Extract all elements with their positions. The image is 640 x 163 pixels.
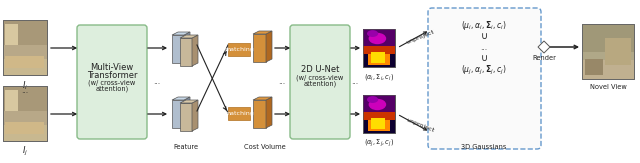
Bar [368, 114, 390, 131]
Polygon shape [172, 97, 190, 100]
Bar [368, 48, 390, 65]
Bar [582, 24, 634, 79]
Polygon shape [172, 100, 184, 128]
FancyBboxPatch shape [228, 43, 250, 56]
Polygon shape [192, 100, 198, 131]
Text: Render: Render [532, 55, 556, 61]
Ellipse shape [367, 96, 378, 103]
Text: ...: ... [154, 76, 161, 86]
Polygon shape [180, 100, 198, 103]
Bar [5, 122, 44, 134]
Polygon shape [538, 41, 550, 53]
Bar [363, 95, 395, 112]
Bar [363, 29, 395, 67]
FancyBboxPatch shape [228, 107, 250, 120]
Bar [363, 95, 395, 133]
Text: attention): attention) [303, 81, 337, 87]
Bar [5, 90, 17, 111]
Text: $I_j$: $I_j$ [22, 145, 28, 158]
Bar [3, 20, 47, 45]
Polygon shape [253, 97, 272, 100]
Polygon shape [172, 35, 184, 63]
Bar [3, 59, 47, 75]
Text: matching: matching [224, 111, 254, 116]
Text: Novel View: Novel View [589, 84, 627, 90]
Bar [582, 24, 634, 79]
Bar [371, 118, 385, 129]
Bar [363, 29, 395, 46]
Bar [3, 86, 47, 141]
Text: 2D U-Net: 2D U-Net [301, 66, 339, 74]
Polygon shape [253, 100, 266, 128]
Text: unproject: unproject [406, 117, 436, 133]
Text: ...: ... [351, 76, 358, 86]
Bar [3, 86, 47, 111]
Bar [3, 125, 47, 141]
Bar [582, 24, 634, 52]
Polygon shape [253, 31, 272, 34]
Bar [582, 60, 634, 79]
Text: $(\alpha_i, \Sigma_i, c_i)$: $(\alpha_i, \Sigma_i, c_i)$ [364, 72, 394, 82]
FancyBboxPatch shape [428, 8, 541, 149]
Ellipse shape [367, 30, 378, 37]
Polygon shape [172, 32, 190, 35]
Text: (w/ cross-view: (w/ cross-view [88, 80, 136, 86]
Text: $I_i$: $I_i$ [22, 79, 28, 91]
Bar [3, 20, 47, 75]
Text: Feature: Feature [173, 144, 198, 150]
Polygon shape [192, 35, 198, 66]
Text: $(\mu_i, \alpha_i, \mathbf{\Sigma}_i, c_i)$: $(\mu_i, \alpha_i, \mathbf{\Sigma}_i, c_… [461, 18, 507, 31]
Bar [363, 46, 395, 54]
Text: Transformer: Transformer [87, 71, 137, 80]
Polygon shape [184, 32, 190, 63]
Text: ...: ... [481, 43, 488, 52]
Bar [5, 24, 17, 45]
Polygon shape [266, 31, 272, 62]
Text: Multi-View: Multi-View [90, 62, 134, 72]
Text: attention): attention) [95, 86, 129, 92]
Bar [363, 29, 395, 67]
Polygon shape [180, 38, 192, 66]
Polygon shape [184, 97, 190, 128]
Text: $\cup$: $\cup$ [480, 53, 488, 63]
FancyBboxPatch shape [77, 25, 147, 139]
Bar [605, 38, 632, 65]
Text: matching: matching [224, 47, 254, 52]
Ellipse shape [369, 99, 386, 110]
Bar [5, 56, 44, 68]
Polygon shape [266, 97, 272, 128]
Text: 3D Gaussians: 3D Gaussians [461, 144, 507, 150]
Text: Cost Volume: Cost Volume [244, 144, 286, 150]
Bar [363, 95, 395, 133]
Ellipse shape [369, 33, 386, 44]
Bar [584, 59, 603, 75]
Text: $(\mu_j, \alpha_j, \mathbf{\Sigma}_j, c_j)$: $(\mu_j, \alpha_j, \mathbf{\Sigma}_j, c_… [461, 63, 507, 77]
Text: (w/ cross-view: (w/ cross-view [296, 75, 344, 81]
Polygon shape [253, 34, 266, 62]
Text: ...: ... [21, 86, 29, 95]
Bar [3, 86, 47, 141]
Bar [363, 112, 395, 120]
Bar [371, 52, 385, 63]
Polygon shape [180, 103, 192, 131]
FancyBboxPatch shape [290, 25, 350, 139]
Bar [3, 20, 47, 75]
Text: $\cup$: $\cup$ [480, 31, 488, 41]
Text: ...: ... [278, 76, 285, 86]
Text: unproject: unproject [406, 29, 436, 45]
Polygon shape [180, 35, 198, 38]
Text: $(\alpha_j, \Sigma_j, c_j)$: $(\alpha_j, \Sigma_j, c_j)$ [364, 138, 394, 149]
